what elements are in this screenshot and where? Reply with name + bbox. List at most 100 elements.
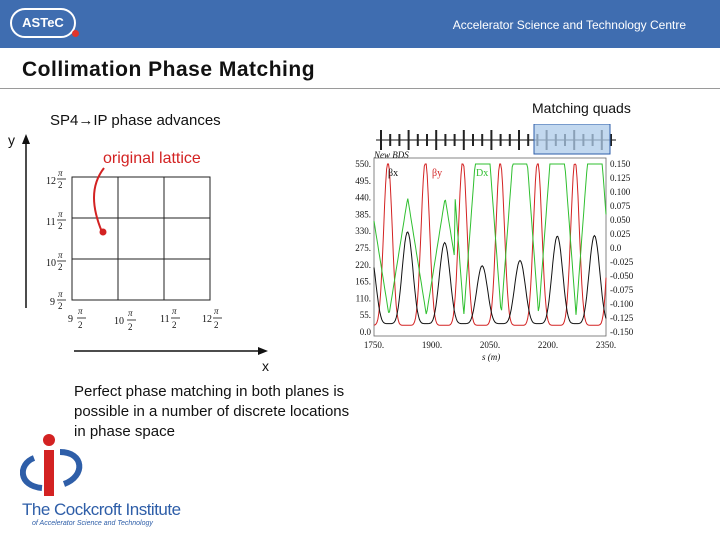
institute-subtitle: of Accelerator Science and Technology (32, 520, 153, 527)
lattice-magnet (416, 134, 419, 146)
x-tick-label: 9 π 2 (68, 306, 86, 330)
left-tick-label: 165. (355, 277, 371, 287)
y-tick-label: 10 π 2 (46, 250, 66, 272)
left-axis-ticks: 550. 495. 440. 385. 330. 275. 220. 165. 110. 55. 0… (355, 159, 371, 337)
x-tick-pi: π (214, 306, 219, 316)
left-tick-label: 495. (355, 176, 371, 186)
lattice-magnet (490, 130, 493, 150)
y-tick-denominator: 2 (58, 301, 63, 311)
grid-border (71, 176, 211, 301)
y-tick-pi: π (58, 168, 63, 178)
y-tick-denominator: 2 (58, 262, 63, 272)
x-axis-arrow-icon (258, 347, 268, 355)
y-tick-label: 9 π 2 (50, 289, 66, 311)
x-tick-multiplier: 10 (114, 316, 124, 327)
y-tick-multiplier: 11 (46, 217, 56, 228)
plot-frame (373, 157, 607, 337)
x-tick-multiplier: 12 (202, 314, 212, 325)
y-tick-pi: π (58, 289, 63, 299)
y-tick-multiplier: 9 (50, 297, 55, 308)
matching-quads-highlight (533, 124, 611, 155)
lattice-magnet (453, 134, 456, 146)
lattice-magnet (508, 134, 511, 146)
x-tick-label: 2200. (538, 340, 558, 350)
title-divider (0, 88, 720, 89)
x-tick-label: 10 π 2 (114, 308, 136, 332)
beta-x-curve (373, 231, 607, 325)
beta-function-plot: New BDS βx βy Dx 550. 495. 440. 385. 330. 275… (355, 124, 634, 362)
logo-blue-arc-right (59, 449, 83, 487)
original-lattice-marker (99, 228, 107, 236)
legend-dispersion: Dx (476, 168, 488, 179)
organisation-name: Accelerator Science and Technology Centr… (452, 18, 686, 32)
x-tick-denominator: 2 (214, 320, 219, 330)
right-axis-ticks: 0.150 0.125 0.100 0.075 0.050 0.025 0.0 -0.025 -… (610, 159, 634, 337)
right-tick-label: -0.050 (610, 271, 634, 281)
left-tick-label: 550. (355, 159, 371, 169)
right-tick-label: -0.100 (610, 299, 634, 309)
phase-advance-diagram: 12 π 2 11 π 2 10 π 2 9 π 2 9 π 2 (22, 134, 268, 355)
y-tick-label: 12 π 2 (46, 168, 66, 190)
right-tick-label: 0.100 (610, 187, 631, 197)
x-tick-pi: π (172, 306, 177, 316)
right-tick-label: -0.075 (610, 285, 634, 295)
cockcroft-logo-icon (20, 434, 83, 496)
left-tick-label: 0.0 (360, 327, 372, 337)
lattice-strip (376, 124, 616, 155)
right-tick-label: 0.0 (610, 243, 622, 253)
x-tick-label: 2350. (596, 340, 616, 350)
lattice-magnet (610, 134, 612, 146)
phase-advance-label: SP4→IP phase advances (50, 112, 221, 129)
slide-title: Collimation Phase Matching (22, 58, 316, 81)
y-tick-denominator: 2 (58, 180, 63, 190)
legend-beta-x: βx (388, 168, 398, 179)
left-tick-label: 275. (355, 243, 371, 253)
x-tick-denominator: 2 (128, 322, 133, 332)
left-tick-label: 385. (355, 209, 371, 219)
original-lattice-label: original lattice (103, 150, 201, 167)
y-tick-pi: π (58, 209, 63, 219)
right-tick-label: 0.150 (610, 159, 631, 169)
left-tick-label: 110. (356, 293, 371, 303)
institute-name: The Cockcroft Institute (22, 500, 181, 519)
lattice-magnet (398, 134, 401, 146)
lattice-magnet (472, 134, 474, 146)
logo-blue-arc-left (20, 455, 43, 491)
x-tick-denominator: 2 (78, 320, 83, 330)
legend-beta-y: βy (432, 168, 442, 179)
logo-red-stem (44, 450, 54, 496)
x-tick-label: 12 π 2 (202, 306, 222, 330)
x-tick-label: 1750. (364, 340, 384, 350)
dispersion-curve (373, 163, 607, 315)
beam-curves (373, 163, 607, 326)
left-tick-label: 440. (355, 193, 371, 203)
lattice-magnet (444, 134, 447, 146)
x-tick-denominator: 2 (172, 320, 177, 330)
s-axis-label: s (m) (482, 352, 500, 362)
y-tick-pi: π (58, 250, 63, 260)
conclusion-text: Perfect phase matching in both planes is… (74, 383, 350, 440)
lattice-magnet (389, 134, 392, 146)
right-tick-label: 0.025 (610, 229, 631, 239)
lattice-magnet (426, 134, 428, 146)
lattice-magnet (407, 130, 410, 150)
right-tick-label: 0.125 (610, 173, 631, 183)
left-tick-label: 220. (355, 260, 371, 270)
x-tick-label: 1900. (422, 340, 442, 350)
x-tick-label: 2050. (480, 340, 500, 350)
original-lattice-bracket (93, 167, 105, 233)
lattice-magnet (462, 130, 465, 150)
x-tick-pi: π (128, 308, 133, 318)
x-tick-multiplier: 11 (160, 314, 170, 325)
lattice-magnet (518, 130, 520, 150)
header-bar: ASTeC Accelerator Science and Technology… (0, 0, 720, 48)
legend-title: New BDS (373, 150, 409, 160)
astec-logo-dot (72, 30, 79, 37)
x-axis-label: x (262, 358, 269, 374)
y-tick-label: 11 π 2 (46, 209, 66, 231)
y-tick-multiplier: 12 (46, 176, 56, 187)
left-tick-label: 330. (355, 226, 371, 236)
phase-grid (71, 176, 211, 301)
lattice-magnet (481, 134, 484, 146)
y-tick-denominator: 2 (58, 221, 63, 231)
